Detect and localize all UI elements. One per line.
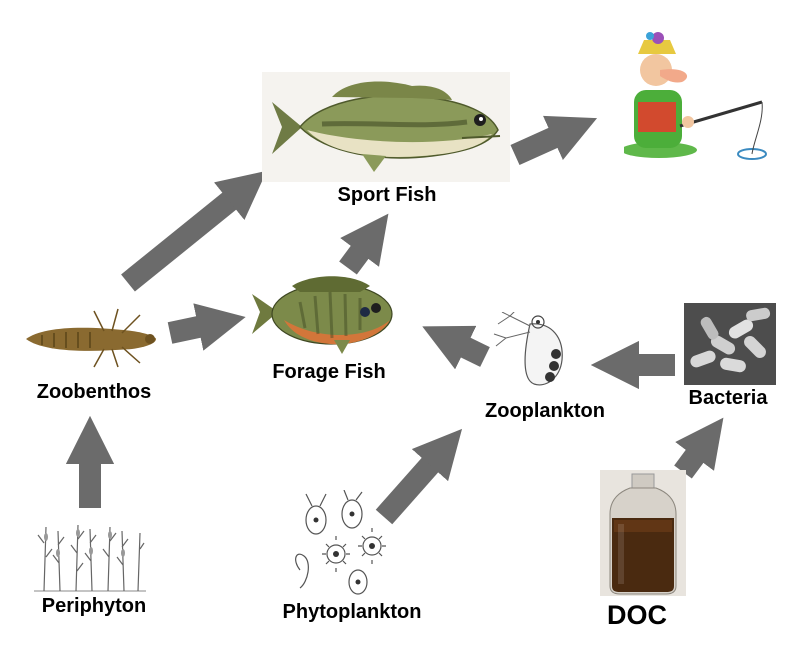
label-doc: DOC (607, 600, 667, 630)
arrow-doc-to-bacteria (674, 417, 724, 479)
doc-bottle-image (600, 470, 686, 596)
sunfish-image (250, 272, 400, 354)
zoobenthos-image (22, 305, 162, 370)
label-bacteria: Bacteria (688, 387, 768, 409)
label-phytoplankton: Phytoplankton (282, 601, 422, 623)
arrow-forage-to-sport-fish (339, 213, 389, 275)
zooplankton-image (490, 312, 575, 392)
arrow-zooplankton-to-forage-fish (422, 325, 490, 370)
arrow-zoobenthos-to-forage-fish (167, 303, 246, 351)
label-zoobenthos: Zoobenthos (36, 381, 152, 403)
fisherman-image (624, 30, 774, 160)
bacteria-image (684, 303, 776, 385)
arrow-sport-fish-to-fisherman (510, 115, 598, 166)
label-zooplankton: Zooplankton (485, 400, 605, 422)
label-periphyton: Periphyton (41, 595, 147, 617)
label-forage-fish: Forage Fish (272, 361, 386, 383)
bass-image (262, 72, 510, 182)
periphyton-image (34, 523, 146, 593)
arrow-phytoplankton-to-zooplankton (375, 428, 463, 525)
phytoplankton-image (286, 490, 396, 600)
label-sport-fish: Sport Fish (337, 184, 437, 206)
arrow-zoobenthos-to-sport-fish (121, 170, 267, 292)
